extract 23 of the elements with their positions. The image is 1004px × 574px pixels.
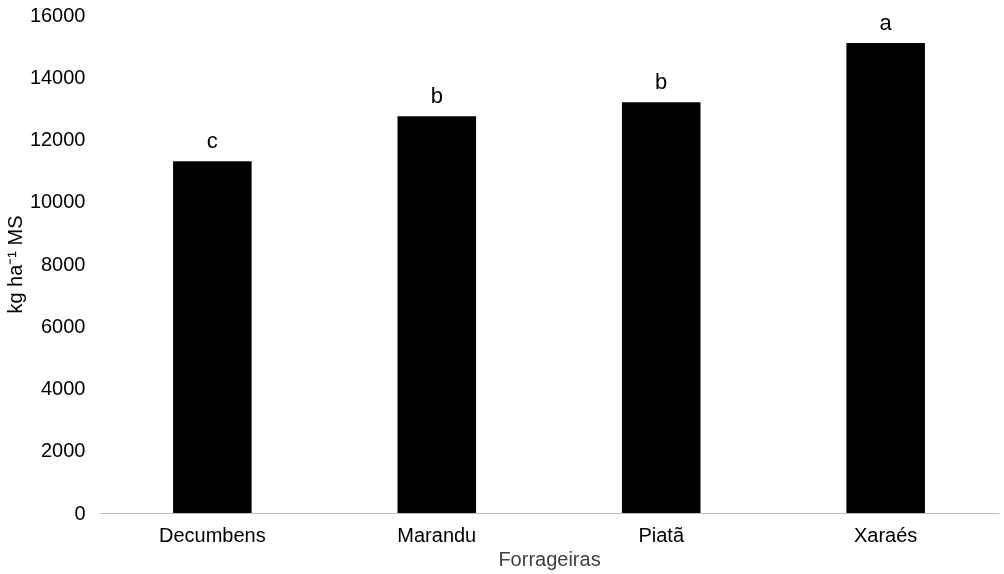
y-tick-label: 6000 xyxy=(41,314,86,337)
y-tick-label: 0 xyxy=(74,501,86,524)
annotation: c xyxy=(206,128,218,154)
x-tick-label: Piatã xyxy=(638,523,685,546)
bar xyxy=(846,43,925,513)
x-tick-label: Marandu xyxy=(397,523,477,546)
bar xyxy=(621,102,701,513)
y-tick-label: 14000 xyxy=(29,65,86,88)
annotation: b xyxy=(430,83,443,109)
annotation: b xyxy=(655,69,668,95)
x-axis-title: Forrageiras xyxy=(498,547,601,570)
x-tick-label: Xaraés xyxy=(853,523,918,546)
y-tick-label: 2000 xyxy=(41,439,86,462)
y-axis-title: kg ha⁻¹ MS xyxy=(3,215,26,314)
bar xyxy=(173,161,252,513)
y-tick-label: 10000 xyxy=(29,190,86,213)
y-tick-label: 12000 xyxy=(29,128,86,150)
y-tick-label: 8000 xyxy=(41,252,86,275)
y-tick-label: 16000 xyxy=(29,3,86,26)
x-tick-label: Decumbens xyxy=(158,523,266,546)
annotation: a xyxy=(879,10,893,36)
y-tick-label: 4000 xyxy=(41,377,86,399)
bar xyxy=(397,116,477,513)
